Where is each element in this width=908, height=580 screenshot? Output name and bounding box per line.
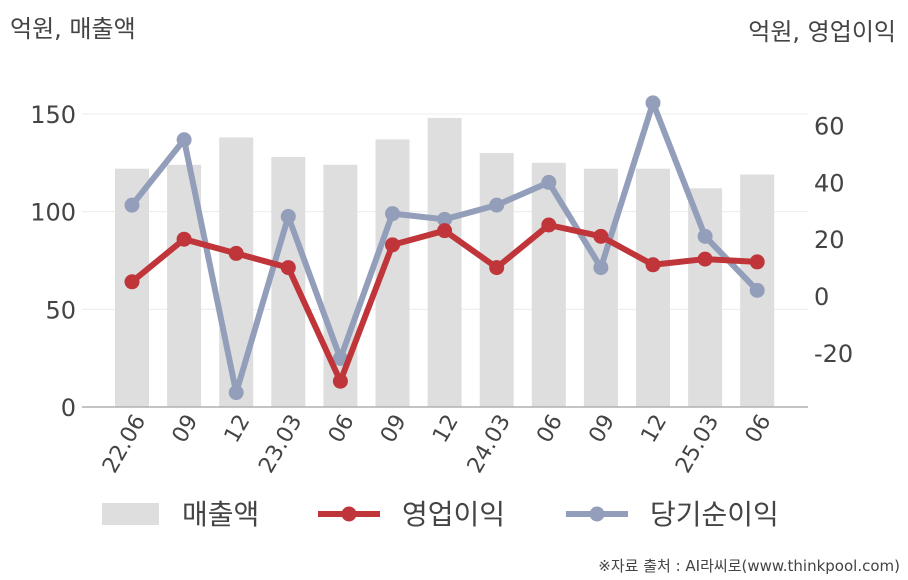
left-tick-label: 0	[61, 394, 76, 422]
data-point	[385, 237, 400, 253]
left-axis-ticks: 0 50 100 150	[30, 101, 76, 422]
left-tick-label: 50	[45, 296, 76, 324]
legend-label: 당기순이익	[650, 498, 779, 531]
bar-revenue	[271, 156, 306, 407]
data-point	[645, 95, 661, 111]
right-tick-label: -20	[814, 340, 853, 368]
right-tick-label: 20	[814, 226, 845, 254]
x-tick-label: 24.03	[463, 411, 516, 478]
x-tick-label: 06	[741, 411, 777, 448]
x-tick-label: 12	[637, 411, 673, 448]
right-axis-ticks: -20 0 20 40 60	[814, 113, 853, 368]
legend: 매출액 영업이익 당기순이익	[102, 498, 779, 531]
x-tick-label: 06	[532, 411, 568, 448]
data-point	[593, 228, 609, 244]
data-point	[541, 217, 557, 233]
data-point	[176, 231, 192, 247]
bar-series-revenue	[115, 117, 775, 408]
bar-revenue	[636, 168, 670, 407]
data-point	[437, 223, 453, 239]
x-tick-label: 09	[168, 411, 204, 448]
left-axis-title: 억원, 매출액	[10, 15, 136, 43]
legend-marker	[589, 506, 605, 522]
bar-revenue	[219, 137, 254, 407]
data-point	[176, 132, 192, 148]
x-tick-label: 22.06	[98, 411, 151, 478]
data-point	[437, 211, 453, 227]
x-tick-label: 09	[376, 411, 412, 448]
data-point	[489, 260, 505, 276]
x-tick-label: 12	[220, 411, 256, 448]
x-tick-label: 06	[324, 411, 360, 448]
x-tick-label: 23.03	[254, 411, 307, 478]
data-point	[124, 197, 140, 213]
line-series	[124, 95, 765, 401]
data-point	[697, 251, 713, 267]
left-tick-label: 100	[30, 199, 76, 227]
right-tick-label: 0	[814, 283, 829, 311]
bar-revenue	[427, 117, 462, 407]
data-point	[124, 274, 140, 290]
data-point	[489, 197, 505, 213]
right-axis-title: 억원, 영업이익	[748, 18, 896, 46]
data-point	[280, 208, 296, 224]
legend-label: 매출액	[182, 498, 259, 531]
bar-revenue	[583, 168, 618, 407]
data-point	[697, 228, 713, 244]
data-point	[332, 373, 348, 389]
source-note: ※자료 출처 : AI라씨로(www.thinkpool.com)	[598, 557, 900, 575]
bar-revenue	[323, 164, 358, 407]
data-point	[385, 206, 400, 222]
legend-label: 영업이익	[402, 498, 505, 531]
right-tick-label: 40	[814, 169, 845, 197]
data-point	[280, 260, 296, 276]
data-point	[749, 254, 765, 270]
legend-swatch-revenue	[102, 503, 159, 525]
data-point	[228, 245, 244, 261]
data-point	[593, 260, 609, 276]
right-tick-label: 60	[814, 113, 845, 141]
bar-revenue	[688, 188, 723, 407]
data-point	[749, 282, 765, 298]
data-point	[332, 350, 348, 366]
legend-marker	[341, 506, 357, 522]
left-tick-label: 150	[30, 101, 76, 129]
x-tick-label: 12	[428, 411, 464, 448]
data-point	[541, 174, 557, 190]
bar-revenue	[479, 153, 514, 407]
x-tick-label: 09	[584, 411, 620, 448]
data-point	[645, 257, 661, 273]
data-point	[228, 385, 244, 401]
x-tick-label: 25.03	[671, 411, 724, 478]
